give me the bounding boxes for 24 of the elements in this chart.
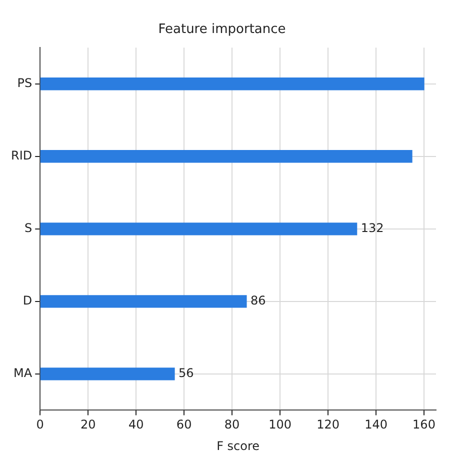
x-tick-label: 60 xyxy=(176,418,192,432)
x-tick-label: 80 xyxy=(224,418,240,432)
x-tick-label: 0 xyxy=(36,418,44,432)
data-label: 56 xyxy=(178,366,194,380)
y-tick-label: MA xyxy=(14,366,33,380)
y-tick-label: S xyxy=(24,221,32,236)
x-tick-label: 20 xyxy=(80,418,96,432)
y-tick-label: RID xyxy=(10,148,32,163)
bar xyxy=(40,295,247,308)
x-tick-label: 140 xyxy=(364,418,388,432)
y-tick-label: D xyxy=(22,294,32,308)
bar xyxy=(40,78,424,90)
chart-title: Feature importance xyxy=(158,22,286,38)
x-tick-label: 40 xyxy=(128,418,144,432)
bar xyxy=(40,222,358,236)
bar xyxy=(40,368,175,380)
x-tick-label: 120 xyxy=(316,418,340,432)
data-label: 132 xyxy=(360,221,384,236)
x-tick-label: 100 xyxy=(268,418,292,432)
y-tick-label: PS xyxy=(17,76,32,90)
x-tick-label: 160 xyxy=(412,418,436,432)
bar xyxy=(40,150,412,163)
x-axis-title: F score xyxy=(216,438,260,453)
data-label: 86 xyxy=(250,294,266,308)
